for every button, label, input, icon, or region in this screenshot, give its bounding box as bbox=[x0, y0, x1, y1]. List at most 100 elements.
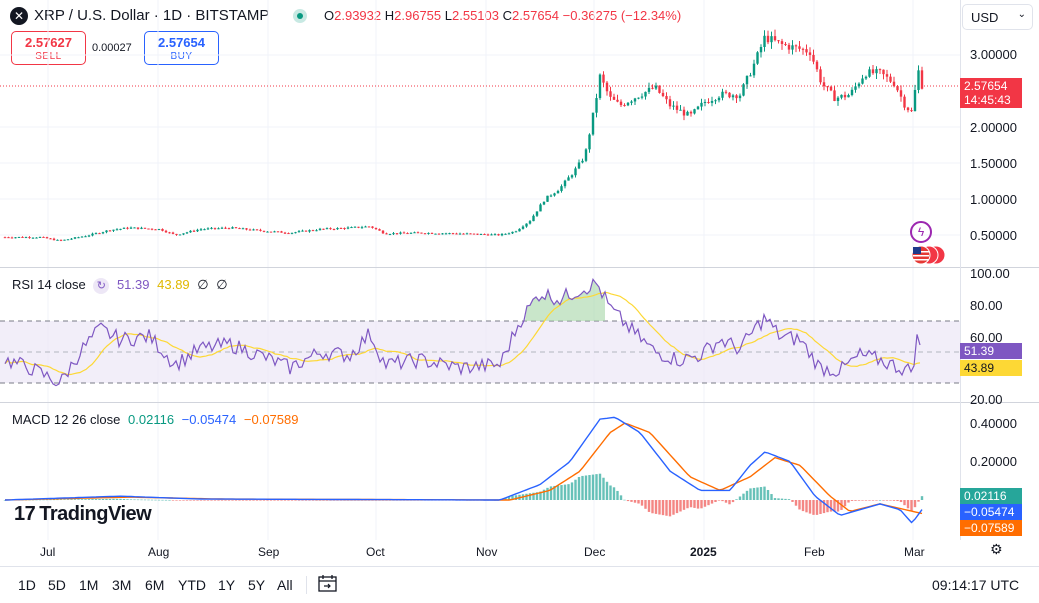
macd-hist-bar bbox=[906, 500, 910, 509]
macd-hist-bar bbox=[619, 495, 623, 500]
candle-body bbox=[255, 229, 259, 231]
candle-body bbox=[560, 186, 563, 191]
candle-body bbox=[262, 230, 266, 232]
candle-body bbox=[241, 228, 245, 230]
macd-hist-bar bbox=[700, 500, 703, 509]
candle-body bbox=[427, 232, 430, 234]
candle-body bbox=[812, 54, 815, 62]
range-5y-button[interactable]: 5Y bbox=[248, 577, 266, 593]
macd-hist-bar bbox=[157, 499, 161, 501]
candle-body bbox=[164, 230, 168, 233]
macd-hist-bar bbox=[175, 500, 178, 501]
macd-hist-bar bbox=[857, 500, 861, 501]
macd-hist-bar bbox=[728, 500, 731, 505]
macd-hist-bar bbox=[108, 498, 112, 500]
range-1m-button[interactable]: 1M bbox=[79, 577, 99, 593]
currency-select[interactable]: USD ⌄ bbox=[962, 4, 1033, 30]
range-3m-button[interactable]: 3M bbox=[112, 577, 132, 593]
macd-hist-bar bbox=[94, 499, 98, 500]
candle-body bbox=[868, 69, 871, 77]
macd-hist-bar bbox=[294, 500, 297, 501]
candle-body bbox=[766, 35, 770, 43]
candle-body bbox=[861, 78, 864, 84]
macd-hist-bar bbox=[871, 500, 875, 501]
chart-canvas[interactable] bbox=[0, 0, 960, 540]
lightning-icon[interactable]: ϟ bbox=[910, 221, 932, 243]
candle-body bbox=[490, 234, 493, 236]
range-5d-button[interactable]: 5D bbox=[48, 577, 66, 593]
candle-body bbox=[245, 228, 248, 230]
gear-icon[interactable]: ⚙ bbox=[990, 541, 1003, 557]
candle-body bbox=[378, 229, 381, 231]
macd-hist-bar bbox=[689, 500, 693, 508]
flag-icon[interactable] bbox=[910, 245, 946, 265]
pane-separator[interactable] bbox=[0, 402, 1039, 403]
candle-body bbox=[756, 52, 759, 64]
macd-hist-bar bbox=[605, 481, 609, 500]
macd-hist-bar bbox=[801, 500, 805, 512]
candle-body bbox=[381, 230, 385, 234]
macd-hist-bar bbox=[220, 500, 224, 501]
macd-hist-bar bbox=[878, 500, 882, 501]
candle-body bbox=[287, 233, 290, 235]
refresh-icon[interactable]: ↻ bbox=[93, 278, 110, 294]
candle-body bbox=[745, 75, 749, 85]
macd-hist-bar bbox=[791, 500, 794, 502]
range-1d-button[interactable]: 1D bbox=[18, 577, 36, 593]
candle-body bbox=[553, 193, 556, 196]
macd-hist-bar bbox=[868, 500, 871, 501]
change-value: −0.36275 (−12.34%) bbox=[562, 8, 682, 23]
macd-hist-bar bbox=[217, 500, 220, 501]
candle-body bbox=[329, 228, 332, 230]
rsi-ma-tag: 43.89 bbox=[960, 360, 1022, 376]
macd-hist-bar bbox=[147, 499, 150, 501]
calendar-icon[interactable] bbox=[318, 574, 338, 592]
candle-body bbox=[129, 227, 133, 229]
candle-body bbox=[70, 238, 73, 240]
candle-body bbox=[199, 229, 203, 231]
candle-body bbox=[28, 237, 31, 239]
range-6m-button[interactable]: 6M bbox=[145, 577, 165, 593]
pane-separator[interactable] bbox=[0, 267, 1039, 268]
rsi-legend[interactable]: RSI 14 close ↻ 51.39 43.89 ∅ ∅ bbox=[12, 277, 228, 294]
macd-histogram bbox=[3, 473, 924, 517]
macd-hist-bar bbox=[714, 500, 717, 503]
price-tick: 3.00000 bbox=[970, 47, 1017, 62]
range-all-button[interactable]: All bbox=[277, 577, 293, 593]
candle-body bbox=[693, 109, 696, 114]
macd-hist-bar bbox=[357, 500, 360, 501]
chevron-down-icon: ⌄ bbox=[1017, 9, 1026, 20]
close-icon[interactable]: ✕ bbox=[10, 7, 28, 25]
candle-body bbox=[798, 46, 801, 49]
buy-button[interactable]: 2.57654 BUY bbox=[144, 31, 219, 65]
range-1y-button[interactable]: 1Y bbox=[218, 577, 236, 593]
candle-body bbox=[315, 230, 318, 232]
toolbar-divider bbox=[306, 576, 307, 594]
candle-body bbox=[542, 201, 546, 205]
candle-body bbox=[672, 105, 675, 107]
candle-body bbox=[430, 232, 434, 234]
candle-body bbox=[14, 237, 17, 239]
macd-hist-bar bbox=[581, 475, 584, 500]
macd-hist-bar bbox=[98, 499, 101, 500]
tradingview-logo[interactable]: 17 TradingView bbox=[14, 503, 152, 526]
utc-clock[interactable]: 09:14:17 UTC bbox=[932, 577, 1020, 593]
candle-body bbox=[297, 231, 301, 233]
currency-value: USD bbox=[971, 10, 999, 25]
macd-hist-bar bbox=[819, 500, 822, 514]
macd-hist-bar bbox=[570, 482, 574, 500]
macd-hist-bar bbox=[668, 500, 672, 517]
candle-body bbox=[486, 234, 490, 236]
macd-legend[interactable]: MACD 12 26 close 0.02116 −0.05474 −0.075… bbox=[12, 412, 298, 427]
price-axis[interactable] bbox=[960, 0, 1039, 540]
candle-body bbox=[322, 228, 325, 230]
macd-hist-bar bbox=[864, 500, 868, 501]
candle-body bbox=[392, 233, 395, 235]
candle-body bbox=[175, 233, 178, 235]
symbol-title[interactable]: XRP / U.S. Dollar · 1D · BITSTAMP bbox=[34, 7, 270, 24]
rsi-ma-value: 43.89 bbox=[157, 277, 190, 292]
grid bbox=[0, 0, 960, 540]
range-ytd-button[interactable]: YTD bbox=[178, 577, 206, 593]
macd-hist-bar bbox=[612, 487, 616, 500]
macd-hist-bar bbox=[920, 496, 924, 500]
